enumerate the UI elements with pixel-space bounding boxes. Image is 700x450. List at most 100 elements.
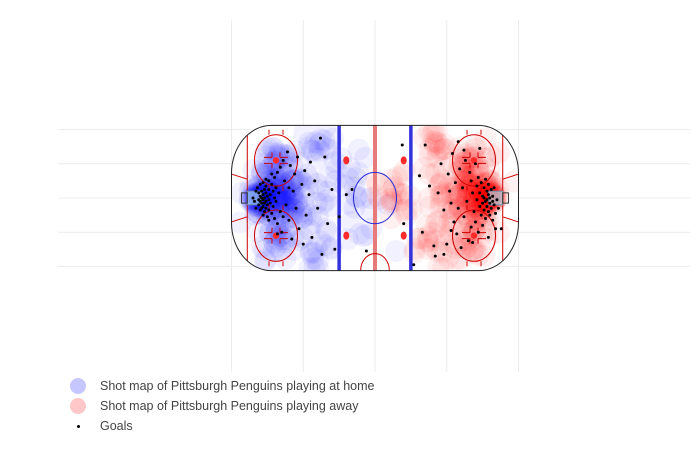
goal-marker [499,227,503,231]
legend-label-home: Shot map of Pittsburgh Penguins playing … [100,379,375,393]
shot-density-blob [288,151,311,174]
goal-marker [492,186,496,190]
shot-density-blob [306,205,329,228]
shot-density-blob [271,212,294,235]
shot-density-blob [456,166,479,189]
goal-marker [290,237,294,241]
shot-density-blob [303,257,326,271]
shot-density-blob [426,240,449,263]
shot-density-blob [487,141,510,164]
shot-density-blob [255,145,278,168]
shot-density-blob [266,217,289,240]
shot-density-blob [262,239,285,262]
goal-marker [478,146,482,150]
shot-density-blob [385,239,408,262]
shot-density-blob [449,145,472,168]
shot-density-blob [351,187,374,210]
goal-marker [280,230,284,234]
trapezoid-line [502,216,519,223]
goal-marker [254,206,258,210]
shot-density-blob [276,228,299,251]
shot-density-blob [265,219,288,242]
goal-marker [268,193,272,197]
shot-density-blob [457,173,480,196]
goal-marker [326,222,330,226]
goal-marker [488,196,492,200]
shot-density-blob [470,202,493,225]
shot-density-blob [412,156,435,179]
goal-marker [485,189,489,193]
shot-density-blob [437,197,460,220]
legend-swatch-goals [70,418,86,434]
shot-density-blob [281,155,304,178]
shot-density-blob [454,203,477,226]
faceoff-hash [263,162,273,169]
goal-marker [486,182,490,186]
shot-density-blob [290,170,313,193]
shot-density-blob [426,174,449,197]
shot-density-blob [273,185,296,208]
shot-density-blob [456,178,479,201]
shot-density-blob [418,145,441,168]
goal-marker [261,181,265,185]
shot-density-blob [459,213,482,236]
shot-density-blob [296,163,319,186]
faceoff-dot [400,231,407,240]
legend-item-home[interactable]: Shot map of Pittsburgh Penguins playing … [70,376,374,396]
faceoff-hash [279,152,288,158]
goal-marker [481,201,485,205]
faceoff-circle [451,209,497,262]
goal-marker [268,201,272,205]
goal-marker [448,189,452,193]
goal-marker [483,217,487,221]
faceoff-circle [253,134,299,187]
goal-marker [471,191,475,195]
goal-marker [273,175,277,179]
shot-density-blob [460,191,483,214]
faceoff-dot [470,157,478,164]
shot-density-blob [271,201,294,224]
shot-density-blob [281,183,304,206]
shot-density-blob [459,175,482,198]
goal-marker [264,191,268,195]
trapezoid-line [231,216,248,223]
shot-density-blob [285,206,308,229]
shot-density-blob [300,139,323,162]
shot-density-blob [262,161,285,184]
shot-density-blob [381,188,404,211]
goal-marker [337,215,341,219]
legend-item-goals[interactable]: Goals [70,416,374,436]
shot-density-blob [416,230,439,253]
goal-marker [313,179,317,183]
shot-density-blob [448,193,471,216]
goal-marker [267,218,271,222]
goal-marker [482,208,486,212]
shot-density-blob [254,140,277,163]
faceoff-hash [477,162,487,169]
shot-density-blob [275,188,298,211]
shot-density-blob [445,184,468,207]
shot-density-blob [281,205,304,228]
faceoff-hash [263,238,273,244]
shot-density-blob [285,193,308,216]
shot-density-blob [433,133,456,156]
goal-marker [330,187,334,191]
shot-density-blob [437,246,460,269]
shot-density-blob [303,241,326,264]
goal-marker [307,193,311,197]
goal-marker [496,206,500,210]
goal-marker [264,184,268,188]
goal-marker [270,172,274,176]
shot-density-blob [440,151,463,174]
shot-density-blob [265,235,288,258]
goal-marker [278,165,282,169]
goal-marker [432,244,436,248]
goal-marker [264,199,268,203]
shot-density-blob [403,237,426,260]
faceoff-hash [462,238,471,244]
goal-marker [333,247,337,251]
shot-density-blob [468,179,491,202]
shot-density-blob [268,186,291,209]
shot-density-blob [297,167,320,190]
legend-item-away[interactable]: Shot map of Pittsburgh Penguins playing … [70,396,374,416]
